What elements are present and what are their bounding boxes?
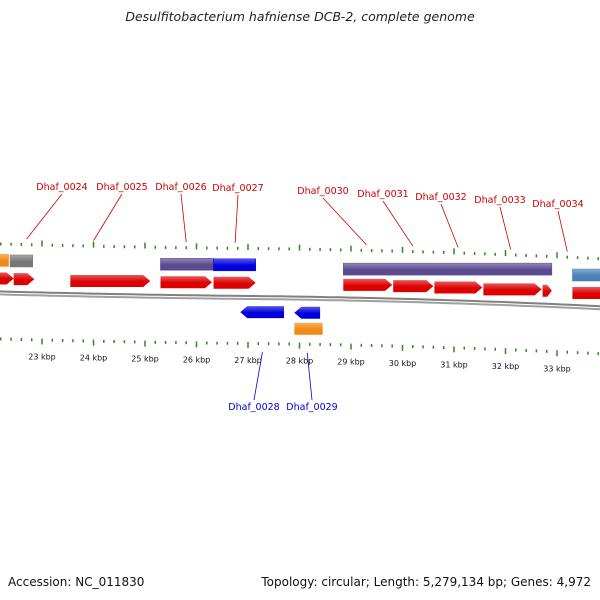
- gene-label-top: Dhaf_0031: [357, 189, 408, 200]
- label-leader-top: [440, 203, 459, 248]
- gene-arrow-forward: [542, 284, 552, 297]
- label-leader-top: [382, 200, 414, 247]
- feature-box-top: [0, 254, 9, 267]
- gene-label-top: Dhaf_0026: [155, 182, 206, 193]
- gene-arrow-forward: [393, 280, 434, 293]
- label-leader-top: [322, 197, 367, 246]
- label-leader-top: [499, 206, 512, 250]
- gene-label-bottom: Dhaf_0029: [286, 402, 337, 413]
- label-leader-top: [26, 193, 63, 240]
- feature-box-top: [343, 262, 553, 276]
- gene-arrow-forward: [213, 276, 256, 289]
- feature-box-top: [160, 257, 214, 271]
- feature-box-top: [572, 268, 600, 282]
- tick-label: 30 kbp: [389, 359, 417, 368]
- tick-label: 27 kbp: [234, 356, 262, 365]
- gene-label-top: Dhaf_0025: [96, 182, 147, 193]
- gene-arrow-forward: [343, 278, 393, 291]
- label-leader-bottom: [306, 352, 313, 401]
- backbone-line-bottom: [0, 293, 600, 311]
- gene-arrow-reverse: [240, 306, 284, 319]
- feature-box-top: [213, 258, 256, 272]
- map-title: Desulfitobacterium hafniense DCB-2, comp…: [125, 9, 475, 24]
- feature-box-bottom: [294, 322, 323, 335]
- tick-label: 29 kbp: [337, 358, 365, 367]
- gene-arrow-forward: [13, 273, 35, 286]
- accession-text: Accession: NC_011830: [8, 575, 145, 589]
- gene-label-top: Dhaf_0032: [415, 192, 466, 203]
- gene-arrow-forward: [160, 276, 212, 289]
- tick-label: 31 kbp: [440, 360, 468, 369]
- backbone-line-top: [0, 290, 600, 308]
- label-leader-top: [180, 193, 187, 243]
- feature-box-top: [9, 254, 33, 268]
- tick-label: 33 kbp: [543, 364, 571, 373]
- tick-label: 32 kbp: [492, 362, 520, 371]
- tick-label: 28 kbp: [286, 357, 314, 366]
- tick-label: 26 kbp: [183, 355, 211, 364]
- gene-label-bottom: Dhaf_0028: [228, 402, 279, 413]
- tick-label: 24 kbp: [80, 354, 108, 363]
- label-leader-top: [557, 210, 568, 252]
- gene-arrow-forward: [0, 272, 14, 285]
- tick-label: 23 kbp: [28, 352, 56, 361]
- gene-arrow-reverse: [294, 306, 321, 319]
- gene-label-top: Dhaf_0030: [297, 186, 348, 197]
- gene-arrow-forward: [483, 283, 542, 296]
- gene-label-top: Dhaf_0027: [212, 183, 263, 194]
- gene-label-top: Dhaf_0033: [474, 195, 525, 206]
- gene-arrow-forward: [434, 281, 483, 294]
- genome-summary-text: Topology: circular; Length: 5,279,134 bp…: [261, 575, 591, 589]
- label-leader-top: [234, 194, 239, 243]
- label-leader-bottom: [253, 352, 263, 401]
- label-leader-top: [93, 193, 123, 241]
- gene-arrow-forward: [70, 275, 151, 287]
- gene-arrow-forward: [572, 287, 600, 299]
- gene-label-top: Dhaf_0024: [36, 182, 87, 193]
- tick-label: 25 kbp: [131, 355, 159, 364]
- gene-label-top: Dhaf_0034: [532, 199, 583, 210]
